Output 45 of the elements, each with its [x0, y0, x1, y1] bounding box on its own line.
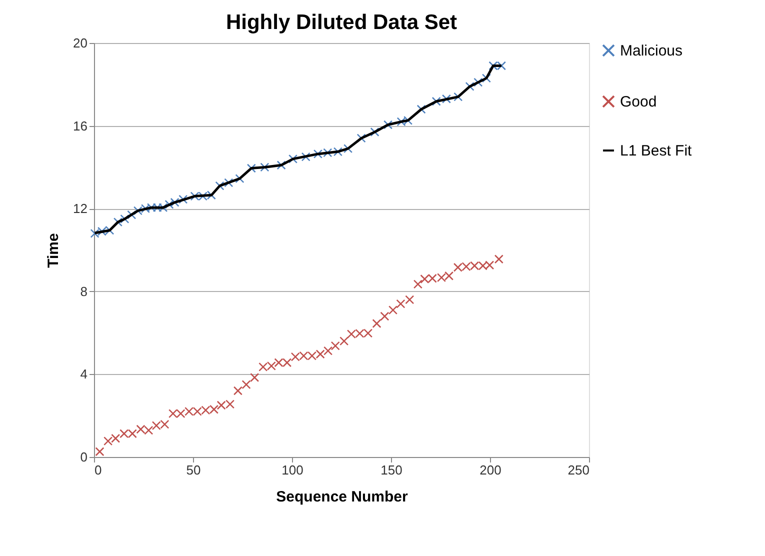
point — [442, 94, 451, 104]
point — [288, 154, 298, 164]
point — [233, 386, 242, 396]
point — [474, 78, 483, 87]
x-tick-label: 50 — [186, 462, 201, 478]
legend-label: L1 Best Fit — [620, 142, 693, 160]
point — [388, 306, 398, 315]
point — [260, 162, 270, 172]
chart-title: Highly Diluted Data Set — [226, 11, 458, 34]
y-tick-label: 8 — [80, 284, 88, 299]
point — [405, 295, 414, 304]
x-tick-label: 0 — [94, 462, 102, 478]
point — [324, 346, 333, 356]
legend-label: Good — [620, 94, 657, 110]
x-tick-label: 200 — [480, 462, 502, 478]
y-tick-label: 20 — [73, 36, 88, 50]
x-tick-label: 150 — [380, 462, 402, 478]
point — [242, 380, 251, 390]
x-axis-title: Sequence Number — [276, 488, 408, 506]
y-tick-label: 16 — [73, 118, 88, 134]
point — [372, 318, 382, 328]
point — [396, 299, 406, 308]
point — [301, 152, 310, 162]
point — [340, 336, 349, 346]
point — [250, 372, 260, 382]
point — [482, 74, 491, 83]
point — [95, 447, 104, 456]
point — [224, 178, 234, 188]
point — [276, 160, 286, 170]
point — [330, 341, 340, 350]
y-tick-label: 12 — [73, 201, 88, 216]
legend-label: Malicious — [620, 42, 683, 60]
point — [494, 254, 504, 264]
point — [413, 280, 422, 289]
y-tick-label: 4 — [80, 366, 88, 382]
x-tick-label: 250 — [568, 462, 590, 478]
y-axis-title: Time — [45, 233, 62, 268]
point — [127, 210, 136, 220]
line-series — [94, 64, 503, 234]
point — [384, 120, 393, 130]
point — [380, 312, 390, 321]
point — [432, 96, 441, 106]
point — [370, 127, 380, 137]
y-tick-label: 0 — [80, 450, 88, 464]
x-tick-label: 100 — [282, 462, 304, 478]
